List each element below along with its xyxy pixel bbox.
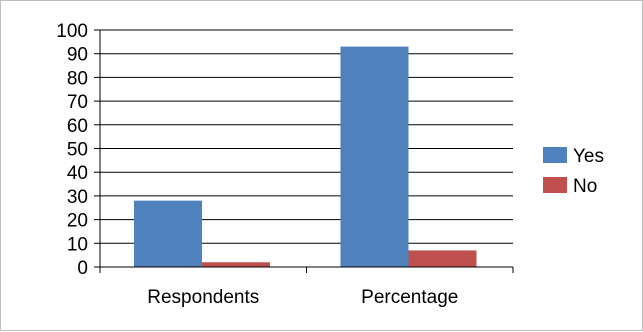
y-tick-label: 70 bbox=[67, 92, 88, 113]
legend-label-no: No bbox=[573, 176, 597, 197]
bar-yes-percentage bbox=[340, 46, 409, 268]
legend-swatch-yes bbox=[543, 147, 567, 163]
legend-swatch-no bbox=[543, 177, 567, 193]
y-tick-label: 0 bbox=[77, 258, 88, 279]
bar-yes-respondents bbox=[134, 200, 202, 267]
y-tick-label: 60 bbox=[67, 116, 88, 137]
y-tick-label: 10 bbox=[67, 234, 88, 255]
legend-label-yes: Yes bbox=[573, 146, 604, 167]
bars bbox=[134, 46, 477, 268]
y-tick-label: 100 bbox=[56, 21, 88, 42]
y-tick-label: 40 bbox=[67, 163, 88, 184]
bar-no-percentage bbox=[408, 250, 477, 267]
axes bbox=[94, 29, 514, 273]
y-tick-label: 80 bbox=[67, 68, 88, 89]
y-tick-label: 90 bbox=[67, 45, 88, 66]
y-tick-label: 30 bbox=[67, 187, 88, 208]
category-label-percentage: Percentage bbox=[361, 287, 458, 308]
legend: Yes No bbox=[543, 146, 604, 197]
category-labels: Respondents Percentage bbox=[147, 287, 458, 308]
bar-no-respondents bbox=[202, 262, 270, 267]
y-tick-label: 50 bbox=[67, 140, 88, 161]
category-label-respondents: Respondents bbox=[147, 287, 259, 308]
y-tick-label: 20 bbox=[67, 211, 88, 232]
